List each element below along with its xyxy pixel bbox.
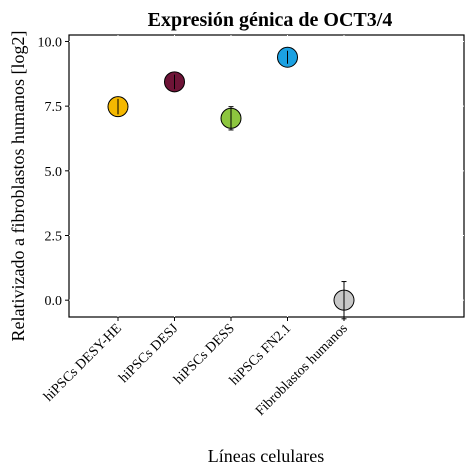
data-points bbox=[107, 46, 355, 319]
y-tick-label: 5.0 bbox=[45, 165, 63, 180]
gridlines bbox=[69, 35, 464, 317]
y-axis-label: Relativizado a fibroblastos humanos [log… bbox=[8, 31, 28, 342]
y-tick-labels: 0.0 2.5 5.0 7.5 10.0 bbox=[38, 35, 63, 309]
y-tick-label: 7.5 bbox=[45, 100, 63, 115]
x-tick-label: hiPSCs DESY-HE bbox=[41, 321, 125, 405]
x-axis-label: Líneas celulares bbox=[208, 446, 324, 466]
y-tick-label: 10.0 bbox=[38, 35, 63, 50]
axis-ticks bbox=[65, 40, 345, 321]
chart-title: Expresión génica de OCT3/4 bbox=[148, 9, 393, 31]
y-tick-label: 2.5 bbox=[45, 230, 63, 245]
plot-panel bbox=[68, 34, 465, 318]
y-tick-label: 0.0 bbox=[45, 294, 63, 309]
